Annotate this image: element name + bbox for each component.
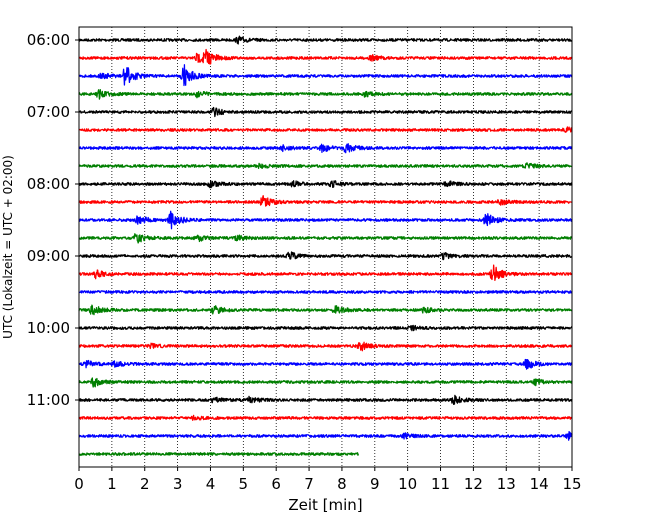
- y-tick-label-10:00: 10:00: [27, 319, 70, 337]
- y-axis-label: UTC (Lokalzeit = UTC + 02:00): [1, 155, 15, 339]
- trace-row-08:00: [78, 180, 573, 189]
- trace-row-11:30: [78, 431, 573, 441]
- trace-row-11:45: [78, 452, 359, 456]
- x-tick-label-1: 1: [107, 475, 117, 493]
- x-tick-label-0: 0: [74, 475, 84, 493]
- y-tick-label-08:00: 08:00: [27, 175, 70, 193]
- trace-row-10:45: [78, 377, 573, 388]
- x-tick-label-15: 15: [562, 475, 581, 493]
- x-tick-label-3: 3: [173, 475, 183, 493]
- vertical-grid: [111, 27, 540, 467]
- x-tick-label-14: 14: [530, 475, 549, 493]
- trace-row-11:00: [78, 394, 573, 405]
- x-tick-label-11: 11: [431, 475, 450, 493]
- x-axis-ticks: 0 1 2 3 4 5 6 7 8 9 10 11 12 13 14 15: [74, 467, 582, 493]
- trace-row-07:15: [78, 126, 573, 133]
- x-tick-label-8: 8: [337, 475, 347, 493]
- x-tick-label-4: 4: [206, 475, 216, 493]
- trace-row-09:00: [78, 251, 573, 261]
- trace-row-06:00: [78, 35, 573, 45]
- trace-row-08:45: [78, 233, 573, 244]
- x-tick-label-6: 6: [271, 475, 281, 493]
- trace-row-10:30: [78, 358, 573, 370]
- trace-row-08:30: [78, 210, 573, 230]
- plot-area-background: [79, 27, 572, 467]
- trace-row-06:15: [78, 48, 573, 65]
- plot-frame: [78, 26, 573, 468]
- x-tick-label-7: 7: [304, 475, 314, 493]
- x-tick-label-5: 5: [239, 475, 249, 493]
- y-tick-label-06:00: 06:00: [27, 31, 70, 49]
- y-tick-label-11:00: 11:00: [27, 391, 70, 409]
- trace-row-07:00: [78, 106, 573, 118]
- trace-row-11:15: [78, 414, 573, 421]
- trace-row-08:15: [78, 195, 573, 207]
- trace-row-07:30: [78, 143, 573, 154]
- x-tick-label-9: 9: [370, 475, 380, 493]
- trace-row-09:15: [78, 264, 573, 282]
- seismogram-traces: [78, 35, 573, 456]
- trace-row-10:15: [78, 341, 573, 352]
- trace-row-07:45: [78, 162, 573, 170]
- trace-row-09:30: [78, 290, 573, 294]
- trace-row-06:30: [78, 64, 573, 87]
- trace-row-06:45: [78, 88, 573, 100]
- trace-row-10:00: [78, 324, 573, 332]
- x-tick-label-12: 12: [464, 475, 483, 493]
- x-tick-label-13: 13: [497, 475, 516, 493]
- y-tick-label-07:00: 07:00: [27, 103, 70, 121]
- y-tick-label-09:00: 09:00: [27, 247, 70, 265]
- x-tick-label-2: 2: [140, 475, 150, 493]
- y-axis-ticks: 06:00 07:00 08:00 09:00 10:00 11:00: [27, 31, 79, 409]
- trace-row-09:45: [78, 304, 573, 316]
- x-tick-label-10: 10: [398, 475, 417, 493]
- x-axis-label: Zeit [min]: [288, 496, 362, 514]
